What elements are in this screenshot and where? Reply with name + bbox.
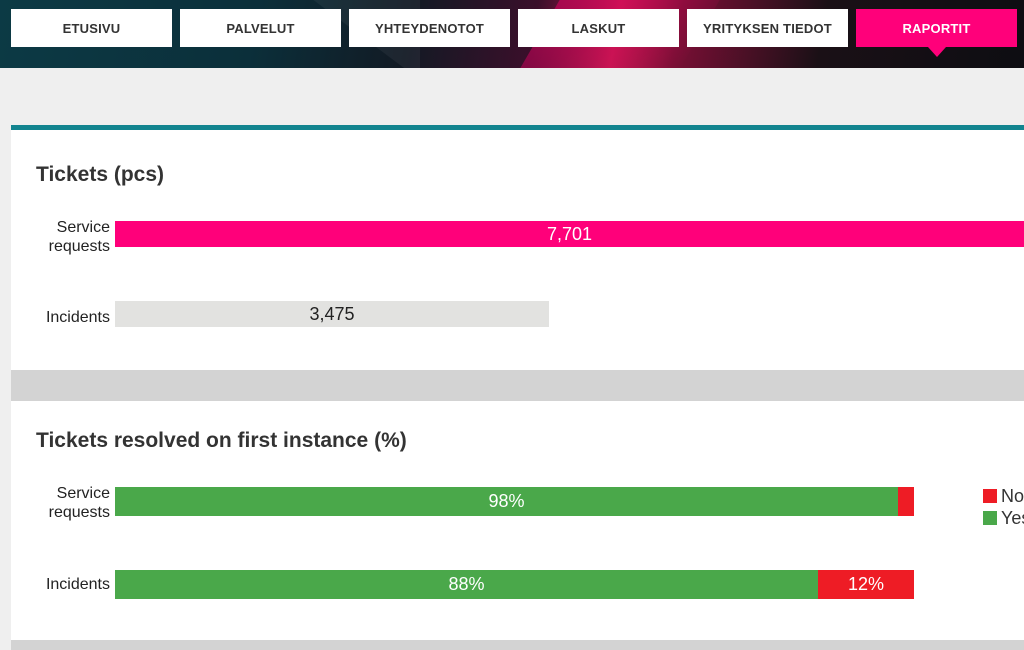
nav-item-yhteydenotot[interactable]: YHTEYDENOTOT: [349, 9, 510, 47]
legend-label: Yes: [1001, 507, 1024, 528]
bar-segment-no: 12%: [818, 570, 914, 599]
legend-swatch-yes: [983, 511, 997, 525]
nav-item-etusivu[interactable]: ETUSIVU: [11, 9, 172, 47]
legend-item-no[interactable]: No: [983, 485, 1024, 507]
bar-value-label: 12%: [847, 574, 885, 594]
stacked-bar-service-requests: 98%: [115, 487, 914, 516]
legend-item-yes[interactable]: Yes: [983, 507, 1024, 529]
active-indicator-icon: [927, 47, 946, 57]
chart-legend: No Yes: [983, 485, 1024, 529]
fi-label-service-requests: Service requests: [48, 485, 110, 521]
bar-incidents: 3,475: [115, 301, 549, 327]
bar-segment-yes: 88%: [115, 570, 818, 599]
tickets-label-service-requests: Service requests: [48, 219, 110, 255]
bar-segment-no: [898, 487, 914, 516]
nav-item-yrityksen-tiedot[interactable]: YRITYKSEN TIEDOT: [687, 9, 848, 47]
main-nav: ETUSIVU PALVELUT YHTEYDENOTOT LASKUT YRI…: [11, 9, 1024, 57]
bar-value-label: 88%: [448, 574, 485, 594]
bar-value-label: 98%: [488, 491, 525, 511]
bar-segment-yes: 98%: [115, 487, 898, 516]
nav-item-raportit[interactable]: RAPORTIT: [856, 9, 1017, 57]
nav-item-palvelut[interactable]: PALVELUT: [180, 9, 341, 47]
chart-title-tickets: Tickets (pcs): [36, 163, 164, 186]
reports-panel: Tickets (pcs) Service requests Incidents …: [11, 125, 1024, 650]
legend-swatch-no: [983, 489, 997, 503]
header-banner: ETUSIVU PALVELUT YHTEYDENOTOT LASKUT YRI…: [0, 0, 1024, 68]
bar-value-label: 3,475: [309, 303, 355, 324]
fi-label-incidents: Incidents: [45, 576, 110, 593]
bar-service-requests: 7,701: [115, 221, 1024, 247]
chart-title-first-instance: Tickets resolved on first instance (%): [36, 429, 407, 452]
section-divider: [11, 640, 1024, 650]
nav-item-label: RAPORTIT: [902, 20, 971, 36]
tickets-label-incidents: Incidents: [45, 309, 110, 326]
stacked-bar-incidents: 88% 12%: [115, 570, 914, 599]
section-divider: [11, 370, 1024, 401]
nav-item-laskut[interactable]: LASKUT: [518, 9, 679, 47]
legend-label: No: [1001, 485, 1024, 506]
bar-value-label: 7,701: [546, 223, 593, 244]
